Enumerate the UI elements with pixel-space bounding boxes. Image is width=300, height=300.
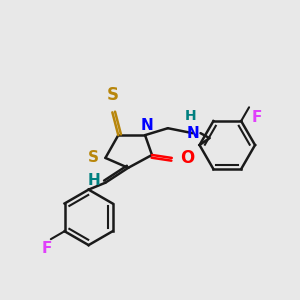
Text: S: S <box>106 86 119 104</box>
Text: F: F <box>252 110 262 125</box>
Text: F: F <box>42 241 52 256</box>
Text: N: N <box>141 118 153 133</box>
Text: N: N <box>186 126 199 141</box>
Text: S: S <box>88 150 99 165</box>
Text: H: H <box>185 109 197 123</box>
Text: O: O <box>180 149 194 167</box>
Text: H: H <box>87 173 100 188</box>
